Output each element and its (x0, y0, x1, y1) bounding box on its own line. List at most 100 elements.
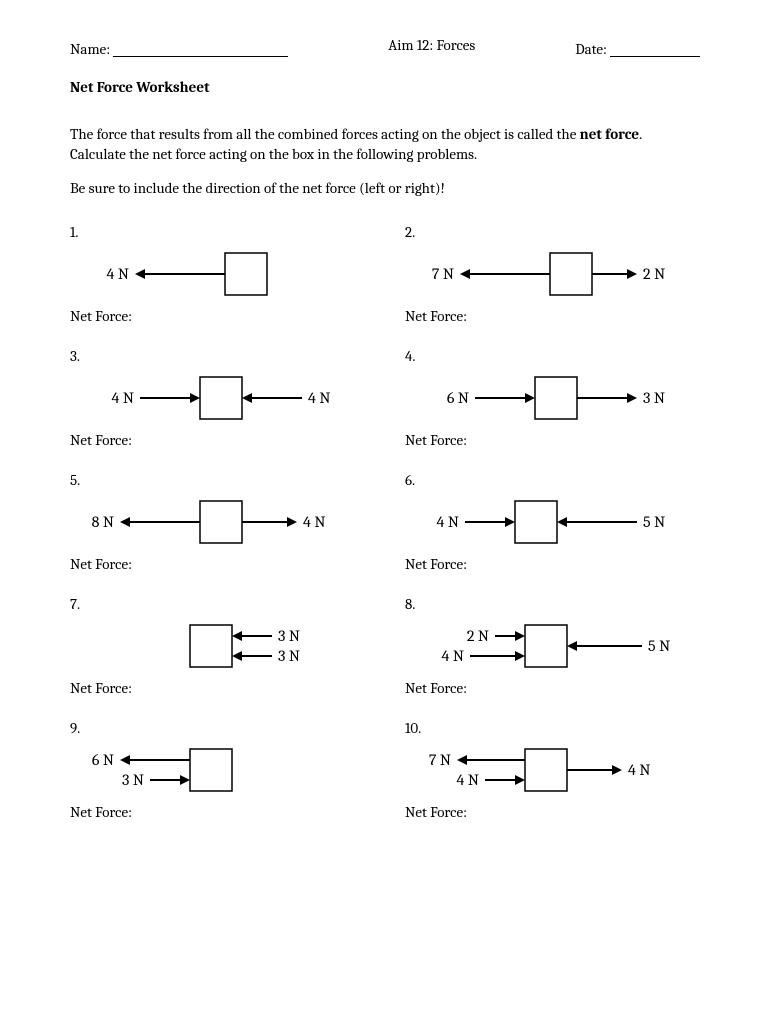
date-label: Date: (575, 40, 607, 58)
arrow-head-icon (515, 631, 525, 641)
arrow-head-icon (505, 517, 515, 527)
problem: 3. 4 N 4 N Net Force: (70, 347, 365, 449)
net-force-label: Net Force: (70, 555, 365, 573)
force-box (190, 625, 232, 667)
net-force-label: Net Force: (405, 555, 700, 573)
arrow-head-icon (612, 765, 622, 775)
problem-number: 3. (70, 347, 365, 365)
problems-grid: 1. 4 N Net Force: 2. 7 N 2 N Net Force: 3… (70, 223, 700, 821)
problem-number: 9. (70, 719, 365, 737)
name-blank-line[interactable] (113, 56, 288, 57)
force-box (200, 501, 242, 543)
net-force-label: Net Force: (70, 679, 365, 697)
force-label: 4 N (303, 513, 325, 531)
net-force-label: Net Force: (405, 307, 700, 325)
instruction-line: Be sure to include the direction of the … (70, 179, 700, 197)
force-label: 4 N (112, 389, 134, 407)
problem: 7. 3 N 3 N Net Force: (70, 595, 365, 697)
problem: 2. 7 N 2 N Net Force: (405, 223, 700, 325)
force-box (190, 749, 232, 791)
problem-number: 6. (405, 471, 700, 489)
intro-paragraph: The force that results from all the comb… (70, 124, 700, 165)
force-label: 4 N (308, 389, 330, 407)
net-force-label: Net Force: (405, 431, 700, 449)
problem: 6. 4 N 5 N Net Force: (405, 471, 700, 573)
net-force-label: Net Force: (70, 803, 365, 821)
problem-number: 2. (405, 223, 700, 241)
force-diagram: 2 N4 N 5 N (405, 619, 700, 673)
force-diagram: 8 N 4 N (70, 495, 365, 549)
aim-title: Aim 12: Forces (288, 36, 575, 54)
arrow-head-icon (120, 517, 130, 527)
force-label: 7 N (429, 751, 451, 769)
problem-number: 1. (70, 223, 365, 241)
problem-number: 7. (70, 595, 365, 613)
force-diagram: 7 N 4 N 4 N (405, 743, 700, 797)
header-row: Name: Aim 12: Forces Date: (70, 40, 700, 58)
problem: 10. 7 N 4 N 4 N Net Force: (405, 719, 700, 821)
force-label: 3 N (643, 389, 665, 407)
arrow-head-icon (525, 393, 535, 403)
arrow-head-icon (287, 517, 297, 527)
arrow-head-icon (120, 755, 130, 765)
force-label: 8 N (92, 513, 114, 531)
name-label: Name: (70, 40, 110, 58)
force-label: 4 N (107, 265, 129, 283)
arrow-head-icon (242, 393, 252, 403)
net-force-label: Net Force: (70, 431, 365, 449)
net-force-label: Net Force: (405, 803, 700, 821)
force-label: 2 N (643, 265, 665, 283)
force-label: 6 N (447, 389, 469, 407)
force-diagram: 7 N 2 N (405, 247, 700, 301)
force-box (515, 501, 557, 543)
arrow-head-icon (460, 269, 470, 279)
force-label: 3 N (122, 771, 144, 789)
force-label: 3 N (278, 627, 300, 645)
force-label: 4 N (437, 513, 459, 531)
problem: 1. 4 N Net Force: (70, 223, 365, 325)
problem-number: 5. (70, 471, 365, 489)
force-box (225, 253, 267, 295)
arrow-head-icon (515, 651, 525, 661)
arrow-head-icon (190, 393, 200, 403)
force-diagram: 4 N (70, 247, 365, 301)
force-label: 5 N (643, 513, 665, 531)
arrow-head-icon (232, 631, 242, 641)
arrow-head-icon (232, 651, 242, 661)
force-label: 4 N (442, 647, 464, 665)
problem: 9. 6 N 3 N Net Force: (70, 719, 365, 821)
force-diagram: 4 N 4 N (70, 371, 365, 425)
problem-number: 10. (405, 719, 700, 737)
force-label: 5 N (648, 637, 670, 655)
date-blank-line[interactable] (610, 56, 700, 57)
force-diagram: 6 N 3 N (405, 371, 700, 425)
arrow-head-icon (457, 755, 467, 765)
force-label: 2 N (467, 627, 489, 645)
problem-number: 4. (405, 347, 700, 365)
force-box (525, 625, 567, 667)
arrow-head-icon (135, 269, 145, 279)
force-label: 3 N (278, 647, 300, 665)
force-label: 4 N (457, 771, 479, 789)
problem: 8. 2 N4 N 5 N Net Force: (405, 595, 700, 697)
arrow-head-icon (567, 641, 577, 651)
force-box (535, 377, 577, 419)
force-diagram: 4 N 5 N (405, 495, 700, 549)
problem-number: 8. (405, 595, 700, 613)
problem: 5. 8 N 4 N Net Force: (70, 471, 365, 573)
arrow-head-icon (515, 775, 525, 785)
net-force-label: Net Force: (70, 307, 365, 325)
arrow-head-icon (180, 775, 190, 785)
force-diagram: 6 N 3 N (70, 743, 365, 797)
force-box (550, 253, 592, 295)
force-label: 6 N (92, 751, 114, 769)
arrow-head-icon (627, 393, 637, 403)
problem: 4. 6 N 3 N Net Force: (405, 347, 700, 449)
net-force-label: Net Force: (405, 679, 700, 697)
force-label: 7 N (432, 265, 454, 283)
force-box (200, 377, 242, 419)
date-field: Date: (575, 40, 700, 58)
force-label: 4 N (628, 761, 650, 779)
name-field: Name: (70, 40, 288, 58)
arrow-head-icon (627, 269, 637, 279)
